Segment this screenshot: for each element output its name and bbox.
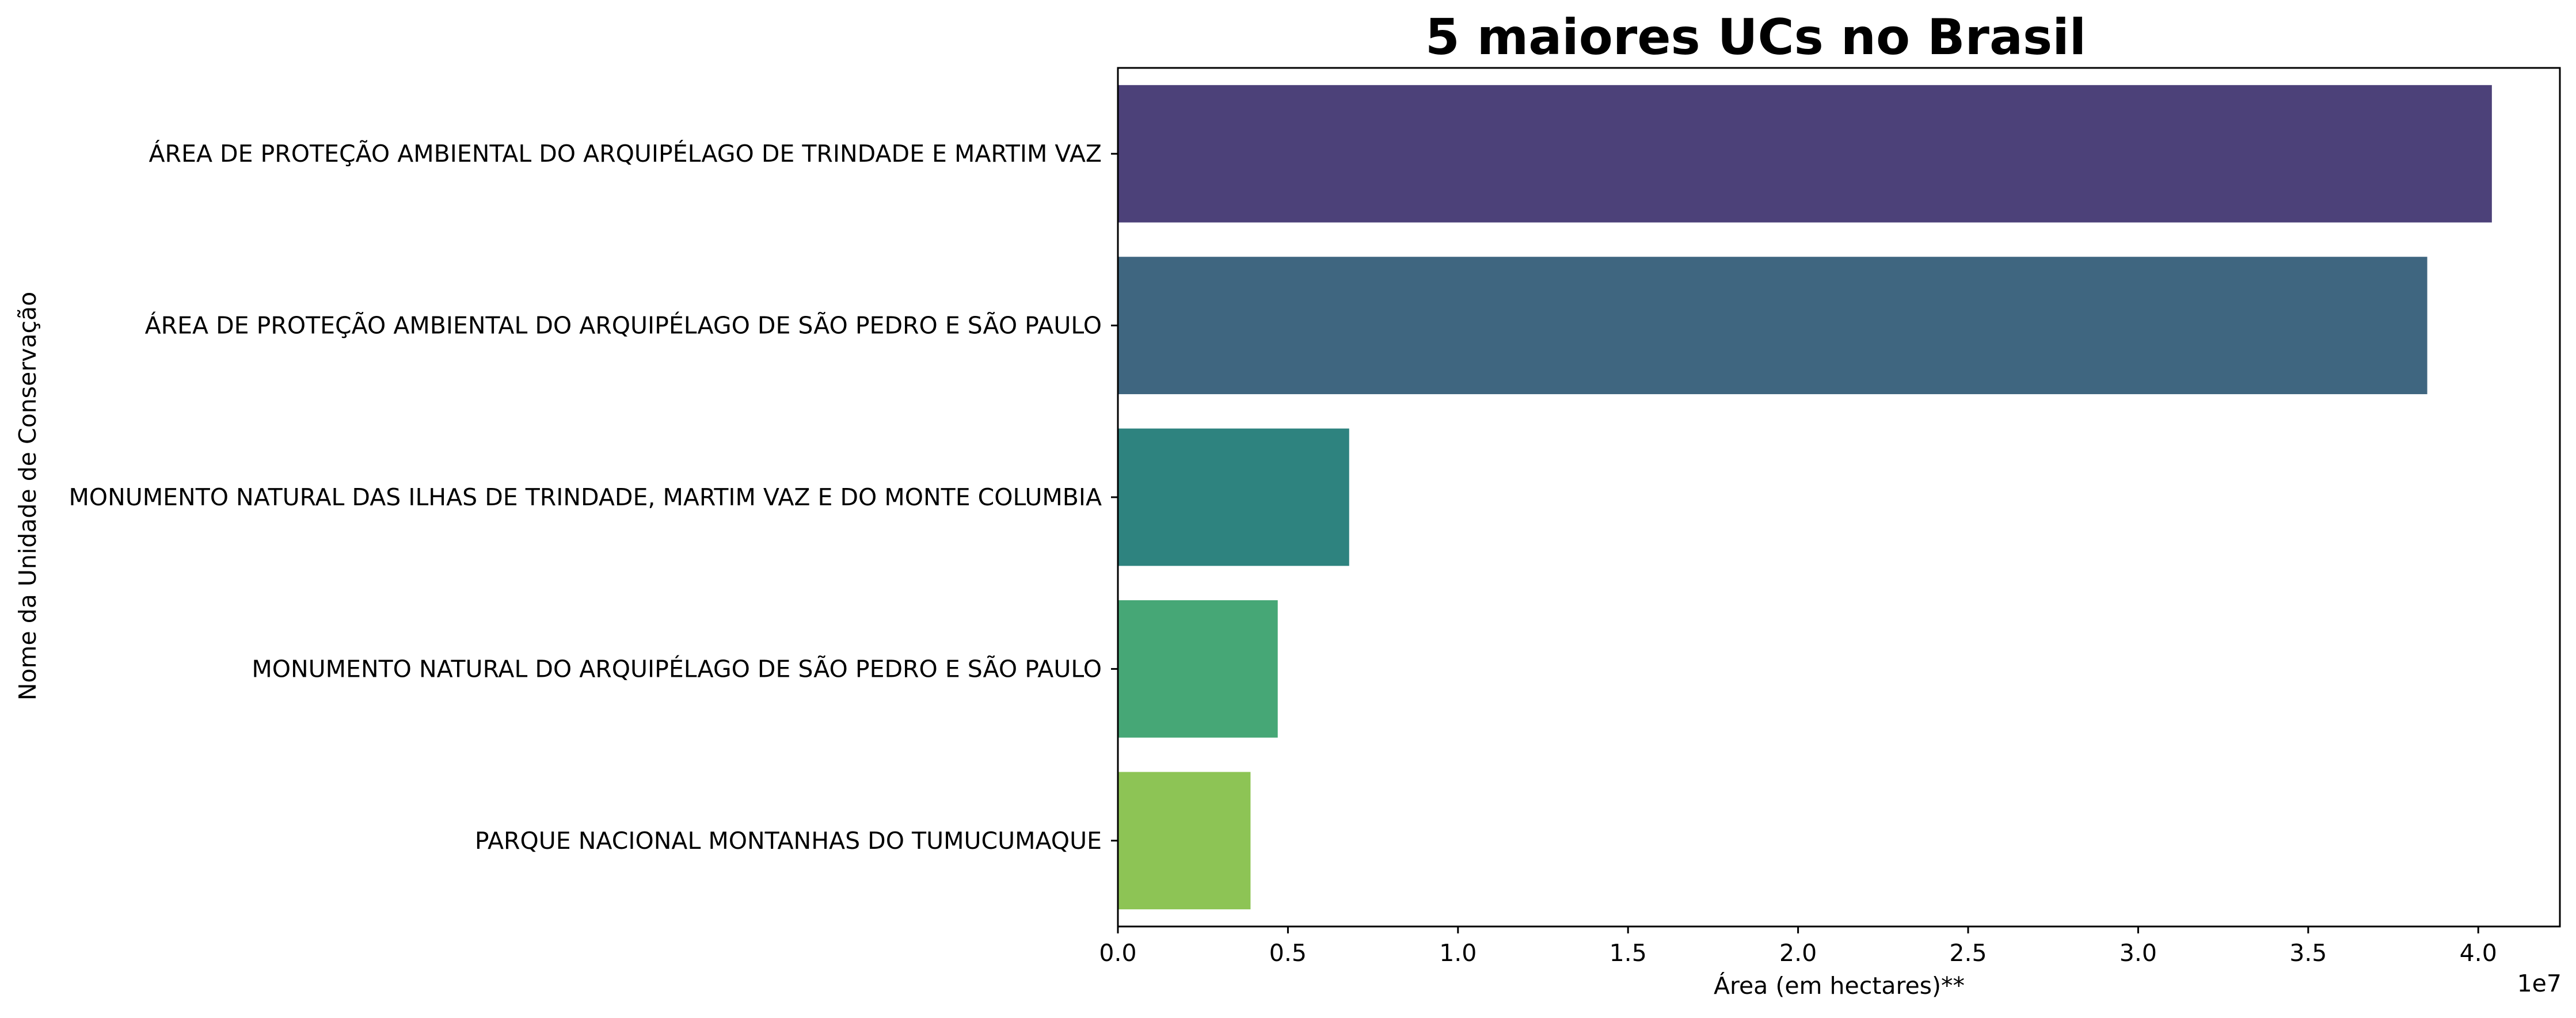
x-ticks-layer: 0.0 0.5 1.0 1.5 2.0 2.5 3.0 3.5 4.0 <box>1099 927 2497 967</box>
category-label: PARQUE NACIONAL MONTANHAS DO TUMUCUMAQUE <box>475 827 1102 855</box>
x-axis-offset-label: 1e7 <box>2517 970 2562 997</box>
x-tick-label: 4.0 <box>2460 939 2497 967</box>
bar-4 <box>1118 600 1278 738</box>
bar-5 <box>1118 772 1251 910</box>
x-axis-label: Área (em hectares)** <box>1714 972 1965 1000</box>
x-tick-label: 3.0 <box>2120 939 2157 967</box>
category-label: MONUMENTO NATURAL DO ARQUIPÉLAGO DE SÃO … <box>252 655 1102 683</box>
x-tick-label: 1.0 <box>1439 939 1477 967</box>
bar-3 <box>1118 428 1349 566</box>
plot-frame <box>1117 67 2561 928</box>
category-label: MONUMENTO NATURAL DAS ILHAS DE TRINDADE,… <box>69 483 1102 511</box>
bar-1 <box>1118 85 2492 223</box>
category-label: ÁREA DE PROTEÇÃO AMBIENTAL DO ARQUIPÉLAG… <box>145 312 1102 340</box>
x-tick-label: 3.5 <box>2289 939 2327 967</box>
bar-2 <box>1118 257 2427 394</box>
category-labels-layer: ÁREA DE PROTEÇÃO AMBIENTAL DO ARQUIPÉLAG… <box>69 140 1118 855</box>
x-tick-label: 0.0 <box>1099 939 1136 967</box>
bars-layer <box>1118 85 2492 910</box>
chart-title: 5 maiores UCs no Brasil <box>1425 9 2086 66</box>
category-label: ÁREA DE PROTEÇÃO AMBIENTAL DO ARQUIPÉLAG… <box>149 140 1102 167</box>
x-tick-label: 0.5 <box>1269 939 1307 967</box>
y-axis-label: Nome da Unidade de Conservação <box>14 292 41 701</box>
x-tick-label: 2.0 <box>1779 939 1817 967</box>
x-tick-label: 1.5 <box>1609 939 1647 967</box>
x-tick-label: 2.5 <box>1949 939 1987 967</box>
